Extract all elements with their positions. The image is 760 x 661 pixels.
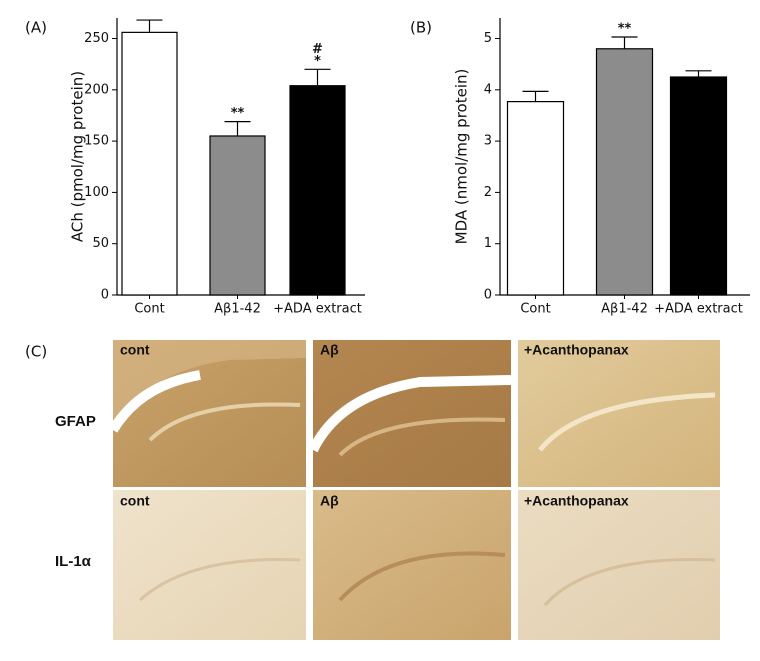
- tissue-layer: [543, 558, 716, 607]
- panel-label: (A): [25, 19, 47, 37]
- bar: [669, 76, 728, 296]
- bar: [209, 135, 266, 296]
- y-tick-label: 1: [484, 236, 492, 251]
- tissue-gap: [308, 375, 512, 453]
- tissue-layer: [338, 551, 506, 602]
- tissue-layer: [148, 402, 301, 442]
- tissue-layer: [338, 417, 506, 457]
- x-tick-label: +ADA extract: [273, 302, 362, 317]
- tissue-region: [113, 340, 306, 425]
- y-tick-label: 3: [484, 134, 492, 149]
- y-axis-label: ACh (pmol/mg protein): [69, 71, 87, 242]
- tissue-layer: [138, 558, 301, 602]
- significance-label: **: [618, 21, 632, 36]
- significance-label: #: [312, 42, 323, 57]
- image-label: Aβ: [320, 493, 339, 509]
- y-tick-label: 5: [484, 31, 492, 46]
- micrograph: [518, 340, 720, 487]
- bar: [506, 101, 565, 296]
- x-tick-label: Cont: [134, 302, 164, 317]
- y-tick-label: 200: [84, 82, 109, 97]
- x-tick-label: Aβ1-42: [601, 302, 648, 317]
- image-label: cont: [120, 342, 150, 358]
- image-label: +Acanthopanax: [524, 493, 629, 509]
- x-tick-label: +ADA extract: [654, 302, 743, 317]
- significance-label: *: [314, 54, 321, 69]
- x-tick-label: Cont: [520, 302, 550, 317]
- y-tick-label: 4: [484, 82, 492, 97]
- bar: [121, 31, 178, 296]
- image-label: cont: [120, 493, 150, 509]
- row-label: GFAP: [55, 413, 96, 430]
- panel-label: (B): [410, 19, 432, 37]
- image-label: +Acanthopanax: [524, 342, 629, 358]
- panel-label: (C): [25, 343, 47, 361]
- micrograph: [518, 490, 720, 640]
- y-tick-label: 250: [84, 31, 109, 46]
- y-tick-label: 50: [92, 236, 109, 251]
- tissue-gap: [108, 370, 201, 433]
- bar: [595, 48, 654, 296]
- image-label: Aβ: [320, 342, 339, 358]
- significance-label: **: [231, 106, 245, 121]
- y-tick-label: 2: [484, 185, 492, 200]
- x-tick-label: Aβ1-42: [214, 302, 261, 317]
- micrograph: [313, 490, 511, 640]
- y-tick-label: 0: [101, 288, 109, 303]
- y-tick-label: 100: [84, 185, 109, 200]
- y-axis-label: MDA (nmol/mg protein): [453, 69, 471, 245]
- bar: [289, 85, 346, 296]
- tissue-layer: [538, 392, 716, 452]
- y-tick-label: 150: [84, 134, 109, 149]
- row-label: IL-1α: [55, 553, 92, 570]
- micrographs: [108, 340, 720, 640]
- y-tick-label: 0: [484, 288, 492, 303]
